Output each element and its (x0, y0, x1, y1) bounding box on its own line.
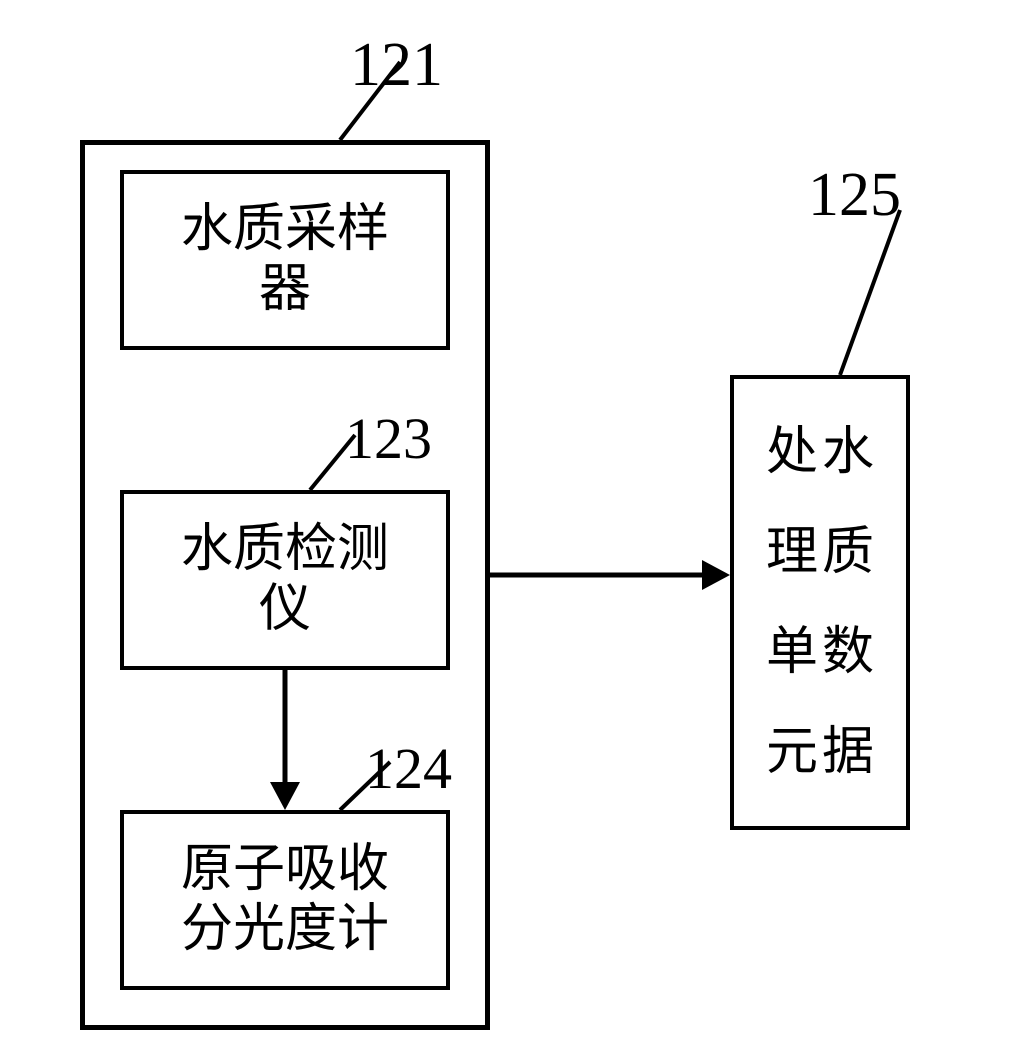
arrow-container-processor (0, 0, 1016, 1064)
